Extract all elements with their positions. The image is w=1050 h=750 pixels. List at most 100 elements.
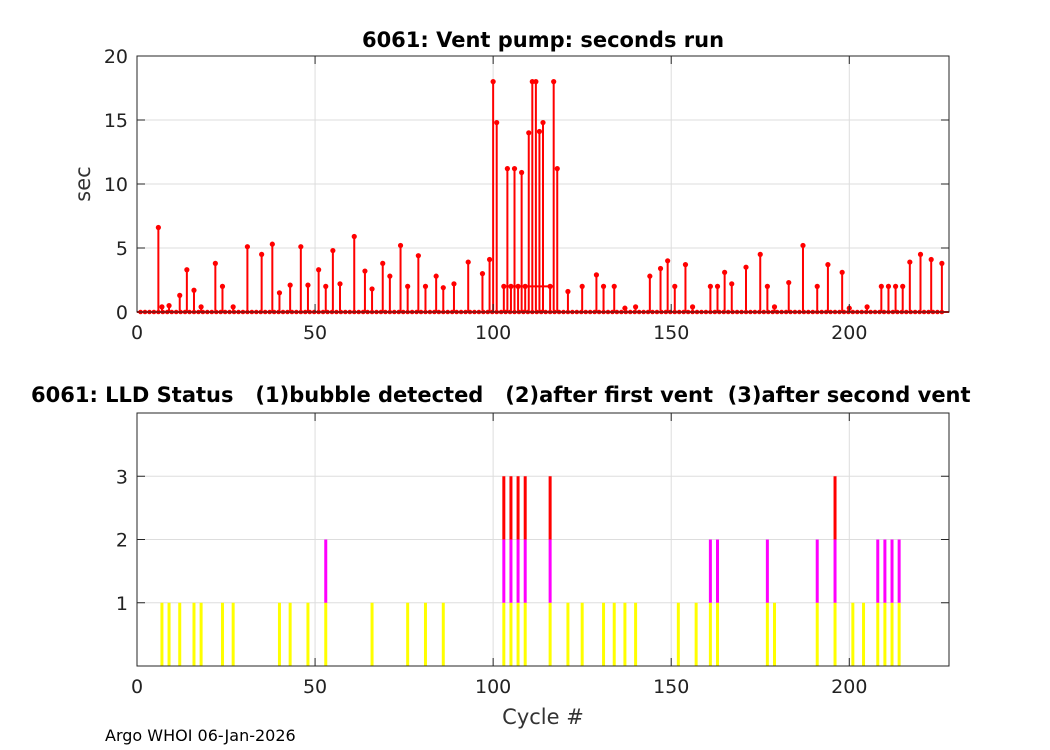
vent-stem-marker [269, 241, 275, 247]
vent-stem-marker [305, 282, 311, 288]
vent-stem-marker [864, 304, 870, 310]
vent-stem-marker [519, 169, 525, 176]
vent-pump-ylabel: sec [71, 166, 95, 201]
vent-stem-marker [159, 304, 165, 310]
vent-stem-marker [672, 283, 678, 289]
vent-stem-marker [579, 283, 585, 289]
vent-stem-marker [665, 258, 671, 264]
vent-stem-marker [287, 282, 293, 288]
vent-stem-marker [682, 262, 689, 268]
vent-stem-marker [380, 260, 386, 266]
vent-pump-ytick-label: 10 [104, 174, 128, 196]
lld-status-xlabel: Cycle # [502, 705, 584, 729]
vent-stem-marker [839, 269, 845, 275]
vent-stem-marker [825, 262, 831, 268]
vent-stem-marker [504, 166, 510, 172]
vent-stem-marker [387, 273, 393, 279]
vent-stem-marker [885, 283, 892, 289]
lld-status-xtick-label: 150 [653, 676, 689, 698]
vent-pump-xtick-label: 200 [831, 322, 867, 344]
vent-stem-marker [689, 304, 696, 310]
lld-status-ytick-label: 1 [116, 593, 128, 615]
vent-stem-marker [316, 267, 322, 273]
lld-status-ytick-label: 3 [116, 466, 128, 488]
vent-stem-marker [622, 305, 628, 311]
vent-stem-marker [451, 281, 457, 287]
vent-stem-marker [276, 290, 283, 296]
vent-pump-title: 6061: Vent pump: seconds run [362, 28, 724, 52]
vent-stem-marker [433, 273, 439, 279]
vent-stem-marker [494, 119, 500, 126]
vent-pump-xtick-label: 150 [653, 322, 689, 344]
vent-stem-marker [244, 244, 251, 250]
vent-stem-marker [298, 244, 304, 250]
vent-stem-marker [323, 283, 329, 289]
vent-stem-marker [486, 256, 493, 263]
vent-stem-marker [722, 269, 728, 275]
vent-stem-marker [177, 292, 183, 298]
vent-pump-xtick-label: 0 [131, 322, 143, 344]
vent-stem-marker [729, 281, 735, 287]
vent-stem-marker [714, 283, 721, 289]
vent-stem-marker [440, 285, 446, 291]
vent-stem-marker [212, 260, 218, 266]
vent-stem-marker [422, 283, 429, 289]
vent-pump-chart: 0 50 100 150 200 0 5 10 15 20 6061: Vent pump: se… [71, 28, 950, 344]
vent-pump-ytick-label: 0 [116, 302, 128, 324]
vent-stem-marker [415, 253, 421, 259]
footer-credit: Argo WHOI 06-Jan-2026 [105, 726, 296, 745]
vent-stem-marker [764, 283, 770, 289]
vent-stem-marker [337, 281, 343, 287]
vent-pump-ytick-label: 15 [104, 110, 128, 132]
vent-stem-marker [259, 251, 265, 257]
vent-stem-marker [771, 304, 778, 310]
lld-status-grid [137, 413, 949, 666]
vent-stem-marker [632, 304, 639, 310]
vent-stem-marker [330, 247, 336, 254]
lld-status-ticks: 0 50 100 150 200 1 2 3 [116, 413, 949, 698]
vent-pump-xtick-label: 50 [303, 322, 327, 344]
vent-stem-marker [465, 259, 471, 265]
vent-stem-marker [219, 283, 226, 289]
vent-stem-marker [369, 286, 375, 292]
vent-stem-marker [757, 251, 763, 257]
vent-stem-marker [900, 283, 906, 289]
vent-stem-marker [786, 279, 792, 286]
vent-stem-marker [511, 166, 518, 172]
vent-stem-marker [917, 251, 924, 257]
lld-status-ytick-label: 2 [116, 530, 128, 552]
vent-stem-marker [351, 233, 357, 240]
vent-stem-marker [166, 303, 172, 309]
lld-status-xtick-label: 0 [131, 676, 143, 698]
vent-pump-ytick-label: 20 [104, 46, 128, 68]
vent-stem-marker [647, 273, 653, 279]
vent-stem-marker [191, 287, 197, 293]
lld-status-xtick-label: 200 [831, 676, 867, 698]
vent-stem-marker [565, 288, 571, 295]
vent-pump-ytick-label: 5 [116, 238, 128, 260]
vent-stem-marker [536, 128, 543, 135]
vent-stem-marker [362, 268, 368, 274]
vent-stem-marker [490, 79, 496, 85]
lld-status-xtick-label: 100 [475, 676, 511, 698]
vent-stem-marker [611, 283, 617, 289]
vent-stem-marker [878, 283, 884, 289]
vent-stem-marker [479, 271, 486, 277]
vent-stem-marker [526, 130, 532, 136]
vent-stem-marker [743, 264, 749, 270]
vent-stem-marker [657, 265, 664, 272]
vent-stem-marker [540, 119, 546, 126]
vent-stem-marker [155, 224, 161, 231]
lld-status-bars [160, 476, 901, 666]
lld-status-xtick-label: 50 [303, 676, 327, 698]
vent-pump-ticks: 0 50 100 150 200 0 5 10 15 20 [104, 46, 949, 344]
vent-stem-marker [892, 283, 899, 289]
lld-status-title: 6061: LLD Status (1)bubble detected (2)a… [31, 383, 971, 407]
vent-stem-marker [184, 267, 190, 273]
vent-stem-marker [800, 242, 806, 249]
vent-stem-marker [405, 283, 411, 289]
vent-stem-marker [814, 283, 820, 289]
vent-stem-marker [533, 79, 539, 85]
vent-stem-marker [397, 242, 404, 249]
